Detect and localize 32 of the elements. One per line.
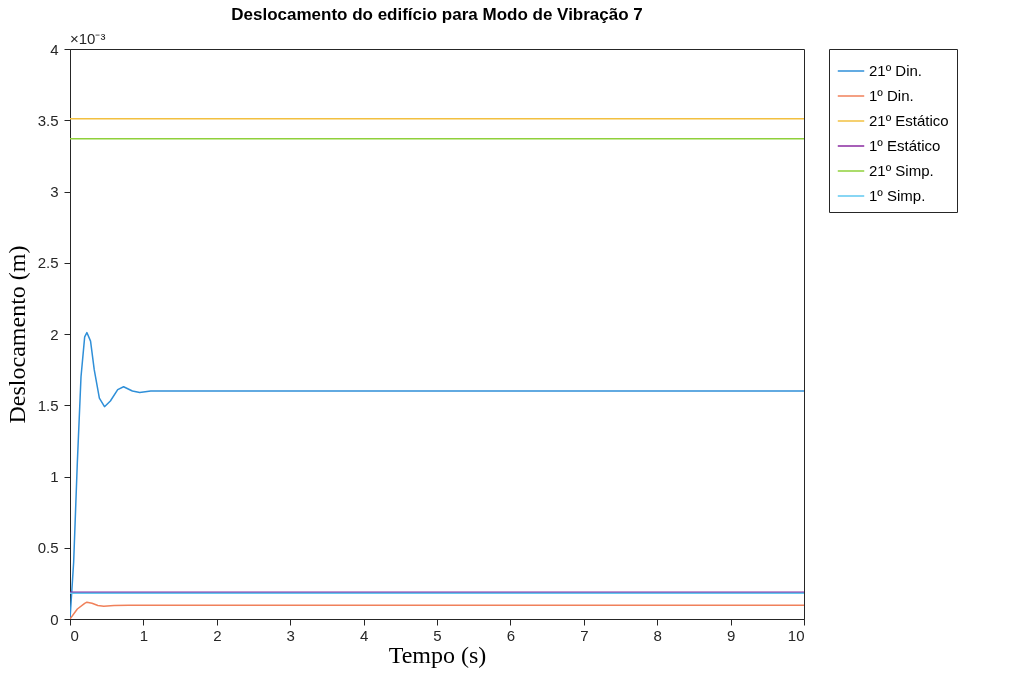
- y-tick-label: 4: [50, 40, 59, 58]
- y-tick-label: 0: [50, 610, 59, 628]
- legend-label: 1º Simp.: [869, 187, 926, 204]
- legend-label: 1º Din.: [869, 87, 914, 104]
- x-tick-label: 10: [787, 626, 805, 644]
- x-tick-label: 9: [726, 626, 736, 644]
- line-series: [70, 331, 804, 619]
- x-axis-title: Tempo (s): [388, 641, 487, 668]
- x-tick-label: 4: [359, 626, 369, 644]
- legend-label: 21º Estático: [869, 112, 949, 129]
- y-tick-label: 2.5: [37, 254, 59, 272]
- legend-label: 21º Din.: [869, 62, 923, 79]
- x-tick-label: 7: [580, 626, 589, 644]
- text: ×10⁻³: [70, 30, 106, 47]
- y-tick-label: 2: [50, 325, 59, 343]
- x-tick-label: 5: [433, 626, 442, 644]
- y-tick-label: 3: [50, 183, 59, 200]
- x-tick-label: 8: [653, 626, 662, 644]
- legend-label: 21º Simp.: [869, 162, 934, 179]
- legend-label: 1º Estático: [869, 137, 941, 154]
- y-tick-label: 3.5: [37, 111, 59, 129]
- y-tick-label: 1.5: [37, 396, 59, 414]
- y-axis-title: Deslocamento (m): [3, 245, 30, 424]
- chart-title: Deslocamento do edifício para Modo de Vibração 7: [231, 5, 643, 24]
- y-tick-label: 1: [50, 468, 59, 485]
- line-series: [70, 601, 804, 619]
- x-tick-label: 6: [506, 626, 516, 644]
- x-tick-label: 0: [70, 626, 79, 644]
- x-tick-label: 1: [139, 626, 149, 644]
- y-tick-label: 0.5: [37, 539, 59, 557]
- x-tick-label: 2: [213, 626, 222, 644]
- x-tick-label: 3: [286, 626, 295, 644]
